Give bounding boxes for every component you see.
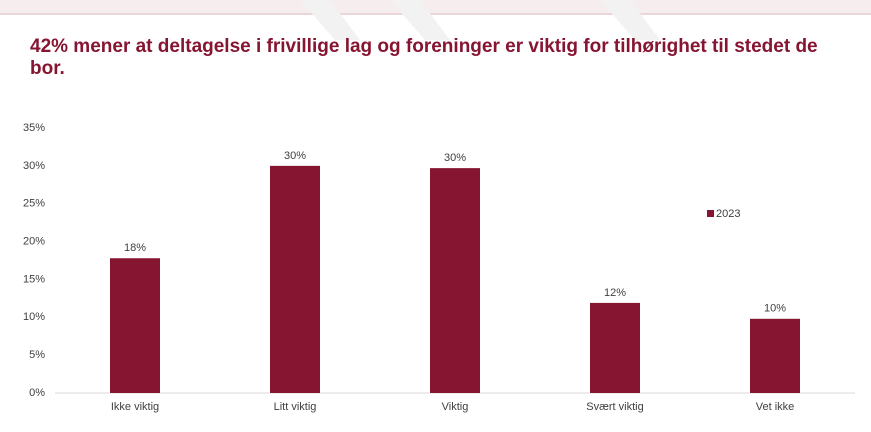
y-tick-label: 0% [29, 387, 45, 399]
legend-swatch [707, 210, 714, 217]
x-tick-label: Ikke viktig [111, 401, 159, 413]
y-tick-label: 5% [29, 349, 45, 361]
value-label: 18% [124, 242, 146, 254]
x-tick-label: Svært viktig [586, 401, 643, 413]
y-tick-label: 30% [23, 160, 45, 172]
y-tick-label: 25% [23, 198, 45, 210]
bar [270, 165, 320, 393]
bar [110, 258, 160, 393]
y-tick-label: 20% [23, 235, 45, 247]
value-label: 10% [764, 303, 786, 315]
value-label: 30% [444, 152, 466, 164]
bar [750, 318, 800, 393]
y-tick-label: 15% [23, 273, 45, 285]
x-tick-label: Litt viktig [274, 401, 317, 413]
legend-label: 2023 [716, 208, 740, 220]
value-label: 12% [604, 287, 626, 299]
chart-title: 42% mener at deltagelse i frivillige lag… [30, 36, 818, 79]
decor [300, 0, 660, 40]
top-band [0, 0, 871, 14]
y-tick-label: 10% [23, 311, 45, 323]
bar [430, 168, 480, 393]
x-tick-label: Viktig [442, 401, 469, 413]
value-label: 30% [284, 150, 306, 162]
y-tick-label: 35% [23, 122, 45, 134]
x-tick-label: Vet ikke [756, 401, 795, 413]
bar [590, 302, 640, 393]
